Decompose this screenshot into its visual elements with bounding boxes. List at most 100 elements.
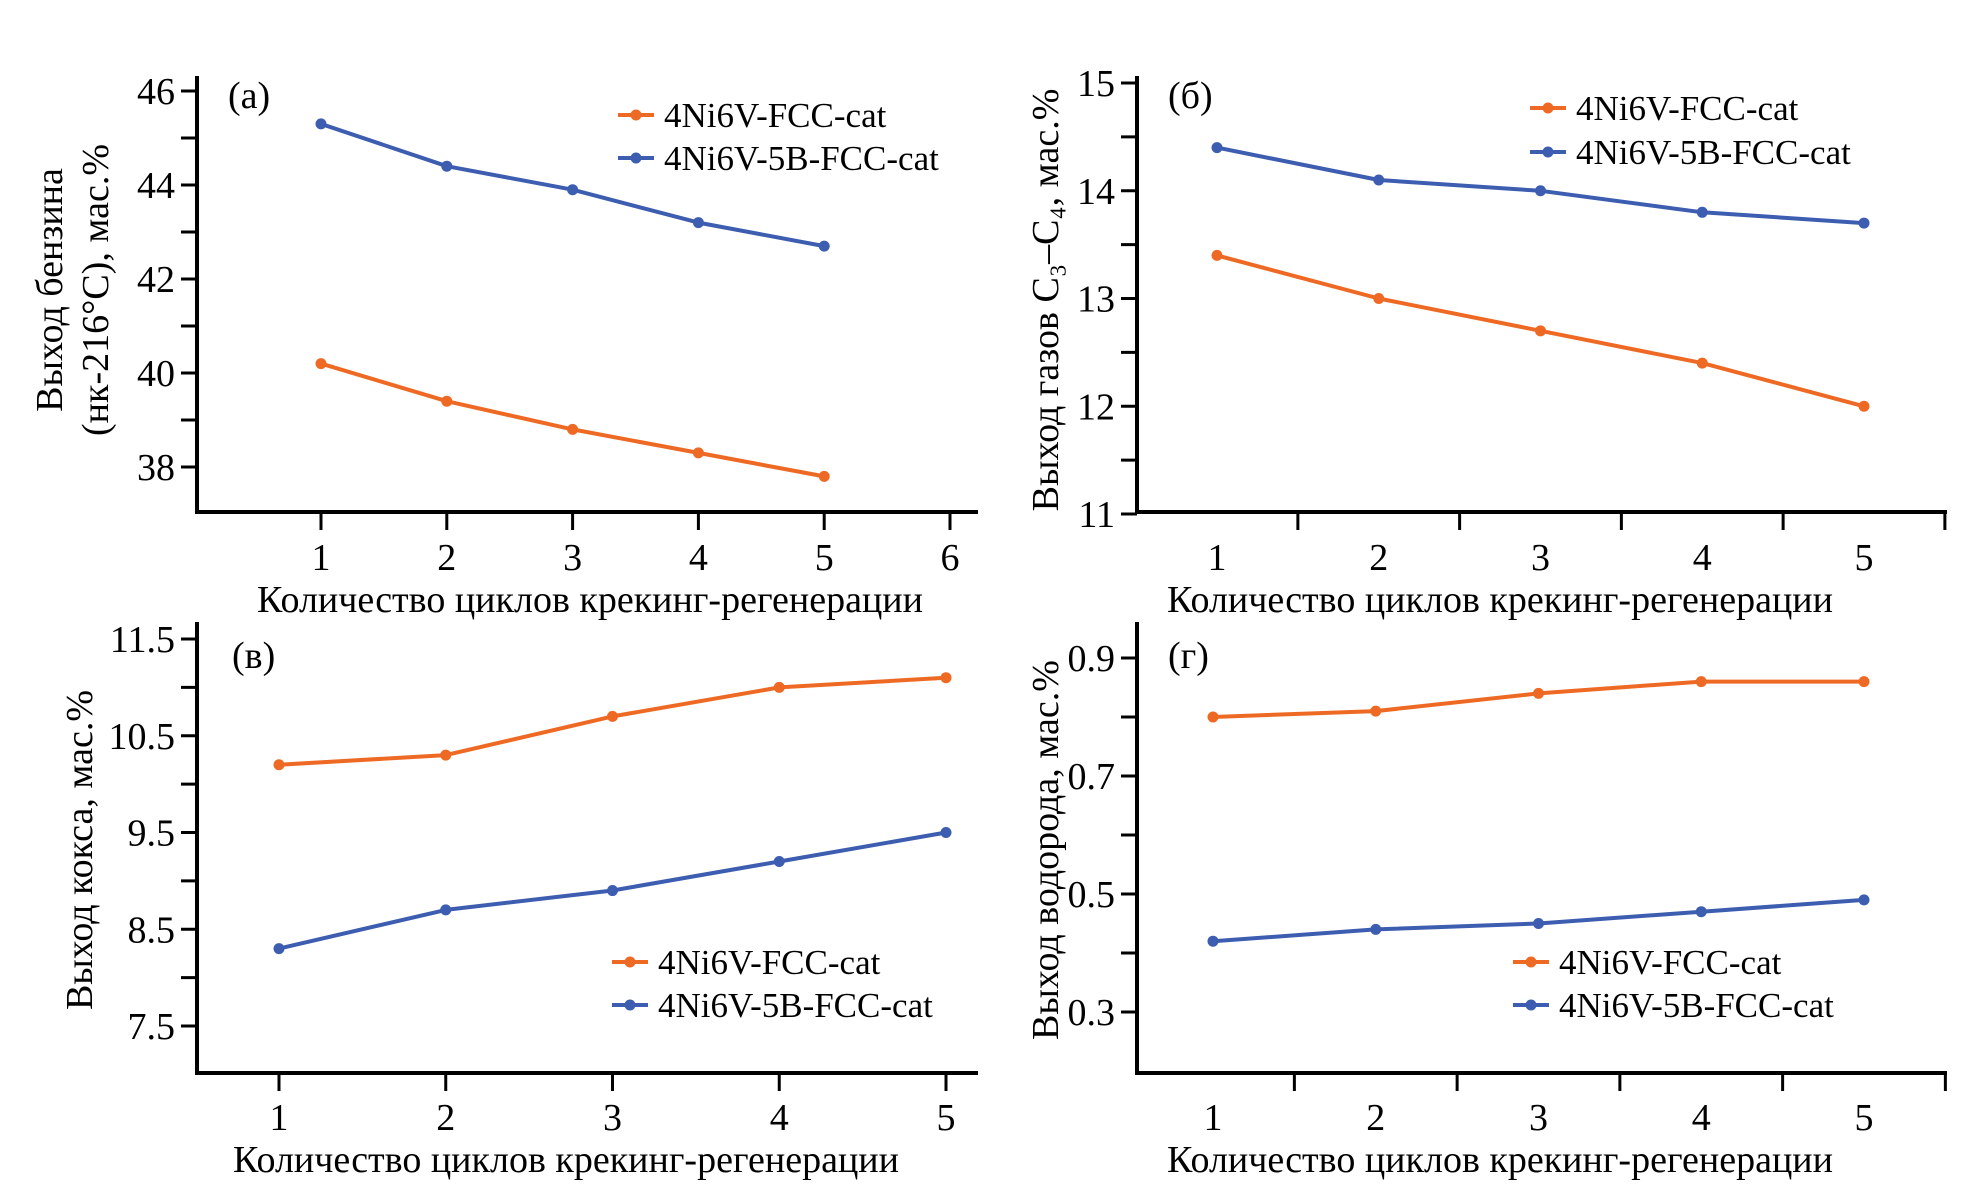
x-tick-label: 3 [1531,537,1550,579]
data-point [1533,918,1544,929]
panel-c-coke-yield: 7.5 8.5 9.5 10.5 11.5 1 2 3 4 5 Количество циклов … [59,619,978,1181]
y-axis-title: (нк-216°С), мас.% [75,144,117,436]
data-point [773,856,785,868]
x-tick-label: 1 [270,1097,289,1139]
x-tick-label: 2 [1366,1097,1385,1139]
y-tick-label: 38 [137,447,175,489]
y-tick-label: 8.5 [128,909,176,951]
series-line [319,361,827,479]
legend: 4Ni6V-FCC-cat 4Ni6V-5B-FCC-cat [612,943,933,1025]
panel-label: (в) [232,635,275,677]
data-point [773,681,785,693]
data-point [1858,894,1870,906]
legend-item: 4Ni6V-5B-FCC-cat [612,986,933,1025]
legend-label: 4Ni6V-FCC-cat [1576,89,1799,128]
y-tick-label: 0.7 [1068,756,1116,798]
legend-item: 4Ni6V-5B-FCC-cat [1513,986,1834,1025]
panel-label: (б) [1168,75,1213,117]
data-point [1211,142,1223,154]
legend-marker-icon [624,999,636,1011]
data-point [1533,687,1544,699]
x-tick-label: 2 [437,537,456,579]
data-point [315,358,327,370]
x-tick-label: 5 [1855,537,1874,579]
y-tick-label: 14 [1077,171,1115,213]
y-tick-label: 40 [137,353,175,395]
y-tick-label: 0.9 [1068,638,1116,680]
y-tick-label: 12 [1077,386,1115,428]
legend: 4Ni6V-FCC-cat 4Ni6V-5B-FCC-cat [1530,89,1851,172]
x-axis-title: Количество циклов крекинг-регенерации [1167,1139,1833,1181]
legend: 4Ni6V-FCC-cat 4Ni6V-5B-FCC-cat [618,96,939,178]
legend-item: 4Ni6V-FCC-cat [1530,89,1799,128]
data-point [607,885,618,897]
x-tick-label: 5 [815,537,834,579]
legend-label: 4Ni6V-FCC-cat [1559,943,1782,982]
data-point [607,710,618,722]
data-point [818,240,830,252]
y-tick-label: 13 [1077,279,1115,321]
legend-item: 4Ni6V-FCC-cat [612,943,881,982]
legend-marker-icon [1525,956,1537,968]
legend-item: 4Ni6V-5B-FCC-cat [618,139,939,178]
legend-label: 4Ni6V-5B-FCC-cat [664,139,939,178]
series-line [1211,679,1866,719]
data-point [1207,935,1219,947]
y-tick-label: 15 [1077,63,1115,105]
panel-a-gasoline-yield: 38 40 42 44 46 1 2 3 4 5 6 Количество циклов крекин… [29,71,978,621]
legend-item: 4Ni6V-FCC-cat [1513,943,1782,982]
x-axis-title: Количество циклов крекинг-регенерации [257,579,923,621]
x-axis-title: Количество циклов крекинг-регенерации [1167,579,1833,621]
legend-label: 4Ni6V-5B-FCC-cat [1559,986,1834,1025]
data-point [441,160,453,172]
y-tick-label: 46 [137,71,175,113]
data-point [273,943,285,955]
y-tick-label: 11 [1078,494,1115,536]
legend: 4Ni6V-FCC-cat 4Ni6V-5B-FCC-cat [1513,943,1834,1025]
series-orange [273,672,952,771]
x-tick-label: 1 [1208,537,1227,579]
legend-marker-icon [630,152,642,164]
x-tick-label: 5 [937,1097,956,1139]
x-tick-label: 5 [1855,1097,1874,1139]
data-point [1535,325,1546,337]
data-point [315,118,327,130]
legend-label: 4Ni6V-5B-FCC-cat [1576,133,1851,172]
x-tick-label: 1 [312,537,331,579]
y-axis-title: Выход газов C₃–C₄, мас.% [1025,89,1067,512]
x-tick-label: 2 [436,1097,455,1139]
data-point [1370,705,1382,717]
data-point [1373,293,1385,304]
legend-marker-icon [1542,102,1554,114]
series-blue [315,118,830,252]
y-tick-label: 0.5 [1068,874,1116,916]
y-axis-title: Выход водорода, мас.% [1025,660,1067,1040]
panel-label: (a) [228,75,270,117]
y-tick-label: 11.5 [110,619,175,661]
x-tick-label: 6 [941,537,960,579]
y-axis-title: Выход кокса, мас.% [59,690,101,1010]
panel-label: (г) [1168,635,1209,677]
data-point [940,672,952,684]
data-point [818,470,830,482]
x-tick-label: 2 [1369,537,1388,579]
data-point [1535,185,1546,197]
y-axis-title: Выход бензина [29,168,71,412]
y-tick-label: 9.5 [128,813,176,855]
data-point [940,827,952,838]
data-point [1695,676,1707,688]
x-tick-label: 1 [1204,1097,1223,1139]
series-orange [1211,249,1870,412]
x-tick-label: 4 [1693,537,1712,579]
data-point [1696,357,1708,369]
y-tick-label: 7.5 [128,1006,176,1048]
x-axis-title: Количество циклов крекинг-регенерации [233,1139,899,1181]
x-tick-label: 3 [1529,1097,1548,1139]
legend-marker-icon [630,109,642,121]
data-point [567,423,579,435]
data-point [1858,217,1870,229]
y-tick-label: 10.5 [109,716,176,758]
x-tick-label: 4 [689,537,708,579]
